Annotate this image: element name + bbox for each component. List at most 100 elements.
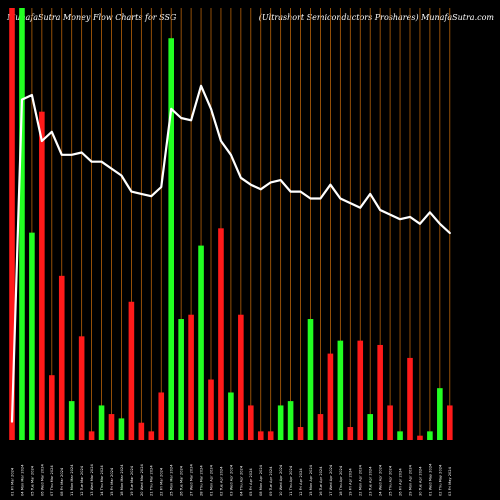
bar	[158, 392, 165, 440]
price-point	[309, 197, 312, 200]
bar	[327, 353, 334, 440]
bar	[377, 344, 383, 440]
bar	[267, 431, 274, 440]
x-tick-label: 08 Fri Mar 2024	[60, 467, 64, 496]
price-point	[110, 168, 113, 170]
x-tick-label: 23 Tue Apr 2024	[369, 466, 373, 496]
x-tick-label: 04 Mon Mar 2024	[20, 464, 24, 496]
gridlines	[11, 8, 451, 440]
price-point	[329, 184, 331, 186]
bar	[118, 418, 125, 440]
bar	[19, 8, 25, 440]
bar	[138, 422, 145, 440]
price-point	[270, 181, 272, 183]
bar	[78, 336, 85, 440]
bar	[68, 401, 75, 440]
x-tick-label: 27 Wed Mar 2024	[190, 464, 194, 496]
bar	[98, 405, 105, 440]
x-tick-label: 20 Wed Mar 2024	[140, 464, 144, 496]
price-point	[409, 216, 411, 218]
price-point	[210, 108, 212, 110]
price-point	[140, 193, 142, 195]
bar	[447, 405, 453, 440]
price-point	[260, 188, 262, 190]
x-tick-label: 06 Wed Mar 2024	[40, 464, 44, 496]
x-tick-label: 08 Mon Apr 2024	[259, 464, 263, 496]
x-tick-label: 30 Tue Apr 2024	[418, 466, 422, 496]
x-tick-label: 05 Fri Apr 2024	[249, 468, 253, 496]
price-point	[299, 191, 302, 193]
x-tick-label: 19 Tue Mar 2024	[130, 465, 134, 496]
price-point	[21, 99, 23, 101]
bar	[168, 38, 174, 441]
bar	[88, 431, 95, 440]
x-tick-label: 22 Mon Apr 2024	[359, 464, 363, 496]
price-point	[230, 154, 232, 156]
x-tick-label: 02 Tue Apr 2024	[219, 466, 223, 496]
price-point	[41, 140, 43, 142]
price-point	[71, 154, 73, 156]
price-point	[369, 193, 371, 195]
price-point	[160, 186, 162, 188]
x-tick-label: 12 Tue Mar 2024	[80, 465, 84, 496]
x-tick-label: 17 Wed Apr 2024	[329, 464, 333, 496]
price-point	[220, 140, 222, 142]
price-point	[429, 211, 431, 213]
price-point	[439, 223, 441, 225]
x-tick-label: 26 Tue Mar 2024	[180, 465, 184, 496]
price-point	[190, 119, 192, 121]
price-point	[170, 108, 172, 110]
bar	[367, 414, 373, 440]
x-tick-label: 25 Thu Apr 2024	[389, 465, 393, 496]
x-tick-label: 18 Thu Apr 2024	[339, 465, 343, 496]
x-tick-label: 12 Fri Apr 2024	[299, 468, 303, 496]
x-tick-label: 11 Thu Apr 2024	[289, 465, 293, 496]
x-tick-labels: 01 Fri Mar 2024 04 Mon Mar 2024 05 Tue Mar…	[10, 463, 452, 496]
x-tick-label: 15 Fri Mar 2024	[110, 467, 114, 496]
x-tick-label: 04 Thu Apr 2024	[239, 465, 243, 496]
bar	[238, 314, 244, 440]
price-point	[100, 161, 103, 163]
x-tick-label: 01 Wed May 2024	[428, 463, 432, 496]
price-point	[359, 207, 361, 209]
bar	[407, 357, 413, 440]
price-point	[11, 421, 13, 423]
x-tick-label: 29 Mon Apr 2024	[408, 464, 412, 496]
price-point	[240, 177, 242, 179]
x-tick-label: 18 Mon Mar 2024	[120, 464, 124, 496]
x-tick-label: 15 Mon Apr 2024	[309, 464, 313, 496]
price-point	[389, 214, 391, 216]
price-point	[290, 191, 292, 193]
x-tick-label: 19 Fri Apr 2024	[349, 468, 353, 496]
bar	[387, 405, 393, 440]
chart-subtitle: (Ultrashort Semiconductors Proshares) Mu…	[259, 13, 495, 22]
bar	[307, 319, 314, 440]
x-tick-label: 24 Wed Apr 2024	[379, 464, 383, 496]
price-point	[449, 232, 451, 234]
price-point	[379, 209, 381, 211]
x-tick-label: 01 Fri Mar 2024	[10, 467, 14, 496]
bar	[198, 245, 204, 440]
bar	[208, 379, 214, 440]
bar	[297, 427, 304, 440]
x-tick-label: 03 Fri May 2024	[448, 466, 452, 496]
price-point	[200, 85, 202, 87]
bar	[287, 401, 294, 440]
bars	[9, 8, 453, 441]
bar	[49, 375, 55, 440]
price-point	[419, 223, 421, 225]
bar	[39, 111, 45, 441]
bar	[108, 414, 115, 440]
x-tick-label: 07 Thu Mar 2024	[50, 465, 54, 496]
price-point	[339, 197, 341, 200]
price-point	[31, 94, 33, 96]
price-point	[81, 151, 83, 154]
x-tick-label: 16 Tue Apr 2024	[319, 466, 323, 496]
price-point	[150, 195, 152, 197]
x-tick-label: 14 Thu Mar 2024	[100, 465, 104, 496]
bar	[228, 392, 234, 440]
price-line	[10, 84, 451, 423]
bar	[397, 431, 403, 440]
x-tick-label: 28 Thu Mar 2024	[199, 465, 203, 496]
